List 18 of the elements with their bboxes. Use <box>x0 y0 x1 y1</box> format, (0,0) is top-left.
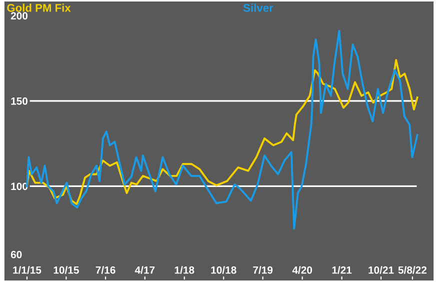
x-tick-label: 4/20 <box>292 266 312 274</box>
line-series <box>26 30 418 230</box>
x-tick-label: 10/15 <box>54 266 79 274</box>
x-tick-label: 1/18 <box>174 266 194 274</box>
x-tick-label: 10/21 <box>368 266 394 274</box>
y-tick-label: 150 <box>11 97 28 105</box>
x-tick-label: 1/1/15 <box>13 266 42 274</box>
text: Gold PM Fix <box>7 4 71 12</box>
x-tick-label: 7/16 <box>96 266 116 274</box>
line-series <box>26 59 418 206</box>
x-tick-label: 5/8/22 <box>398 266 427 274</box>
x-tick-label: 1/21 <box>332 266 352 274</box>
x-tick-label: 4/17 <box>134 266 155 274</box>
y-tick-label: 200 <box>10 12 28 20</box>
x-tick-label: 7/19 <box>253 266 273 274</box>
y-tick-label: 60 <box>10 250 22 258</box>
x-tick-label: 10/18 <box>211 266 236 274</box>
text: Silver <box>243 4 274 12</box>
